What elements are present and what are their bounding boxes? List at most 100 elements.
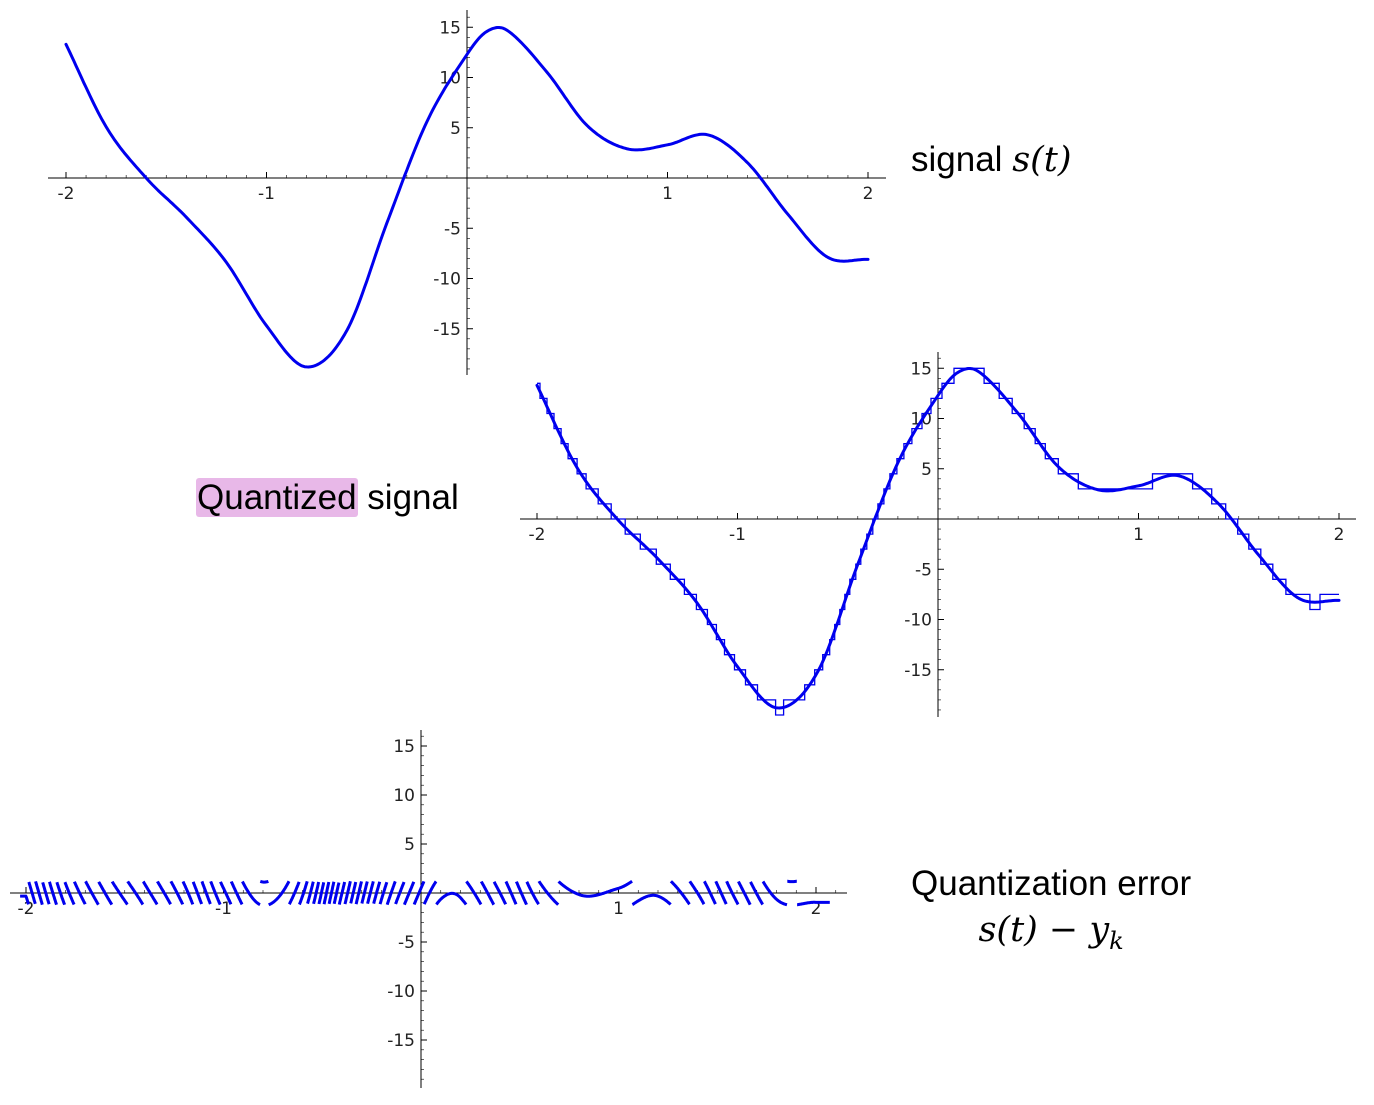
error-segment	[688, 880, 706, 906]
y-tick-label: -10	[387, 982, 415, 1002]
error-segment	[725, 880, 740, 906]
y-tick-label: -5	[444, 219, 461, 239]
y-tick-label: 10	[393, 786, 415, 806]
error-segment	[537, 880, 560, 906]
error-segment	[27, 881, 37, 905]
error-segment	[20, 894, 30, 905]
error-segment	[749, 881, 764, 906]
error-segment	[514, 881, 528, 906]
error-segment	[703, 880, 717, 905]
error-segment	[631, 893, 672, 906]
error-segment	[337, 881, 347, 905]
x-tick-label: 2	[1334, 525, 1345, 545]
error-segment	[47, 881, 58, 906]
error-segment	[492, 881, 508, 905]
error-segment	[343, 880, 352, 905]
y-tick-label: 5	[921, 460, 932, 480]
quantization-error-math: s(t) − yk	[911, 910, 1191, 955]
error-segment	[366, 881, 375, 905]
error-segment	[241, 880, 261, 907]
error-segment	[287, 881, 301, 905]
error-segment	[312, 881, 321, 905]
y-tick-label: -10	[433, 270, 461, 290]
x-tick-label: -2	[58, 184, 75, 204]
x-tick-label: -1	[729, 525, 746, 545]
y-tick-label: 5	[450, 119, 461, 139]
quantized-highlight: Quantized	[196, 478, 358, 517]
error-segment	[200, 880, 212, 905]
error-segment	[97, 881, 114, 906]
error-segment	[55, 881, 67, 906]
x-tick-label: -2	[529, 525, 546, 545]
x-tick-label: 1	[1133, 525, 1144, 545]
y-tick-label: -5	[915, 560, 932, 580]
error-segment	[797, 900, 830, 907]
signal-curve	[64, 26, 870, 369]
y-tick-label: -5	[398, 933, 415, 953]
signal-curve	[535, 367, 1341, 710]
error-segment	[63, 881, 76, 906]
error-segment	[306, 881, 315, 905]
error-segment	[41, 882, 51, 905]
error-segment	[156, 880, 172, 905]
error-segment	[714, 880, 728, 905]
error-segment	[737, 880, 752, 906]
error-segment	[84, 880, 100, 906]
error-segment	[761, 880, 788, 907]
error-math-subscript: k	[1109, 927, 1124, 955]
quantized-signal-label: Quantized signal	[196, 478, 459, 518]
error-segment	[422, 880, 438, 905]
y-tick-label: -15	[904, 661, 932, 681]
error-segment	[504, 880, 518, 905]
quantization-error-label: Quantization error s(t) − yk	[911, 864, 1191, 955]
error-segment	[298, 880, 309, 906]
error-segment	[557, 880, 633, 898]
signal-label-math: s(t)	[1012, 140, 1072, 180]
error-segment	[191, 881, 204, 905]
error-segment	[479, 880, 496, 906]
y-tick-label: 5	[404, 835, 415, 855]
error-segment	[142, 880, 159, 906]
error-segment	[402, 881, 416, 906]
signal-label-word: signal	[911, 140, 1003, 179]
y-tick-label: 15	[439, 18, 461, 38]
x-tick-label: 2	[811, 899, 822, 919]
error-segment	[378, 881, 389, 905]
error-segment	[525, 881, 540, 906]
y-tick-label: -15	[387, 1031, 415, 1051]
error-segment	[349, 881, 358, 904]
error-segment	[181, 880, 195, 905]
error-segment	[465, 880, 483, 906]
error-segment	[34, 881, 44, 906]
x-tick-label: -2	[18, 899, 35, 919]
x-tick-label: -1	[258, 184, 275, 204]
error-segment	[229, 880, 244, 906]
quantized-label-rest: signal	[367, 478, 459, 517]
y-tick-label: 15	[910, 359, 932, 379]
y-tick-label: -10	[904, 611, 932, 631]
y-tick-label: 15	[393, 737, 415, 757]
error-segment	[394, 881, 406, 905]
error-segment	[327, 881, 336, 905]
error-segment	[259, 879, 269, 884]
error-segment	[360, 881, 369, 904]
error-segment	[372, 881, 382, 904]
error-segment	[385, 880, 397, 906]
signal-label: signal s(t)	[911, 140, 1072, 180]
x-tick-label: 1	[613, 899, 624, 919]
error-segment	[72, 881, 87, 905]
error-segment	[412, 880, 426, 906]
error-segment	[126, 880, 145, 906]
error-segment	[332, 882, 341, 905]
error-segment	[219, 881, 233, 905]
error-segment	[354, 881, 363, 905]
x-tick-label: 2	[863, 184, 874, 204]
error-segment	[322, 881, 331, 905]
